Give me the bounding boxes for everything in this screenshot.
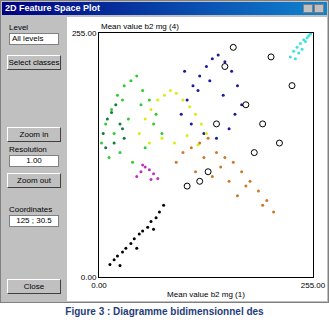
html-text:Zoom in: Zoom in <box>19 130 49 139</box>
html-text:Close: Close <box>23 282 45 291</box>
html-text:Coordinates: Coordinates <box>9 205 53 214</box>
html-text:2D Feature Space Plot: 2D Feature Space Plot <box>5 3 100 13</box>
html-text:Figure 3 : Diagramme bidimensi: Figure 3 : Diagramme bidimensionnel des <box>65 306 264 317</box>
svg-text:Mean value b2 mg (1): Mean value b2 mg (1) <box>167 290 245 299</box>
html-text:Zoom out: Zoom out <box>17 176 51 185</box>
html-text:Level: Level <box>9 23 29 32</box>
svg-text:Mean value b2 mg (4): Mean value b2 mg (4) <box>101 22 179 31</box>
html-text:Resolution: Resolution <box>9 145 47 154</box>
svg-text:0.00: 0.00 <box>91 281 107 290</box>
html-text:All levels: All levels <box>12 34 44 43</box>
svg-text:255.00: 255.00 <box>72 29 97 38</box>
html-text:1.00: 1.00 <box>26 156 42 165</box>
svg-text:0.00: 0.00 <box>81 273 97 282</box>
html-text:125 ; 30.5: 125 ; 30.5 <box>16 216 52 225</box>
svg-text:255.00: 255.00 <box>301 281 326 290</box>
html-text:Select classes: Select classes <box>8 58 60 67</box>
